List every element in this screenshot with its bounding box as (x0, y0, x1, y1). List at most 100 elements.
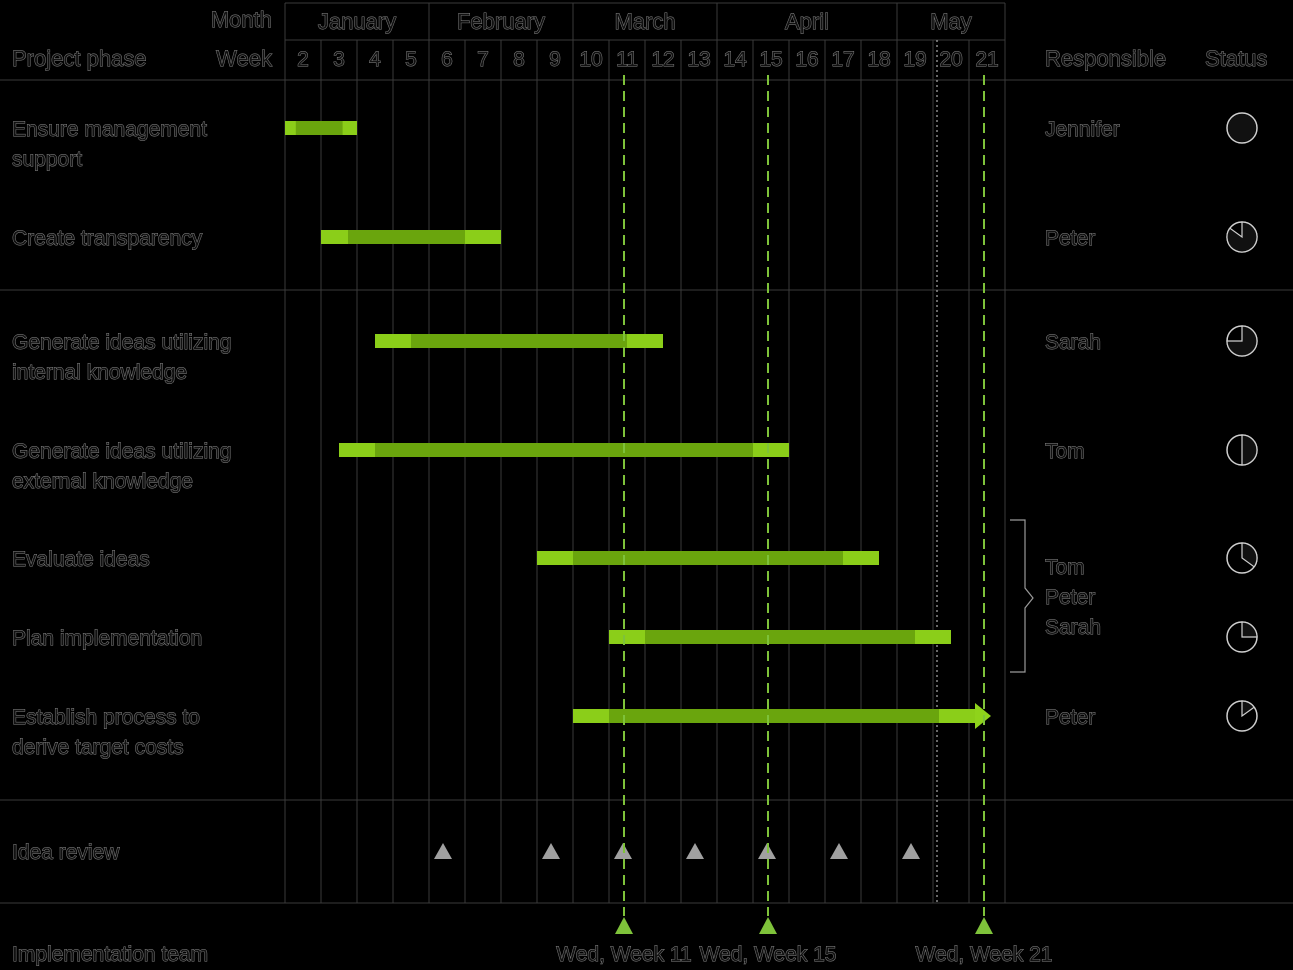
task-label: internal knowledge (12, 361, 187, 384)
week-number-5: 5 (405, 48, 417, 71)
week-number-20: 20 (939, 48, 962, 71)
task-label: Evaluate ideas (12, 548, 150, 571)
status-pie-fill (1241, 700, 1255, 718)
implementation-team-label: Implementation team (12, 943, 208, 966)
week-number-14: 14 (723, 48, 747, 71)
week-label: Week (216, 46, 273, 71)
responsible-name: Sarah (1045, 616, 1101, 639)
responsible-name: Tom (1045, 440, 1085, 463)
task-bar-start (339, 443, 375, 457)
task-row (285, 112, 1258, 144)
task-label: support (12, 148, 82, 171)
task-label: Ensure management (12, 118, 207, 141)
week-number-10: 10 (579, 48, 602, 71)
week-number-4: 4 (369, 48, 381, 71)
grid-lines (0, 2, 1293, 904)
task-bar-start (375, 334, 411, 348)
milestone-label: Wed, Week 21 (916, 943, 1053, 966)
week-number-18: 18 (867, 48, 890, 71)
idea-review-label: Idea review (12, 841, 120, 864)
idea-review-marker (902, 843, 920, 859)
week-number-12: 12 (651, 48, 674, 71)
week-number-19: 19 (903, 48, 926, 71)
month-name-april: April (785, 9, 829, 34)
week-number-8: 8 (513, 48, 525, 71)
milestone-marker (615, 917, 633, 934)
milestone-marker (759, 917, 777, 934)
week-number-17: 17 (831, 48, 854, 71)
task-bar (375, 334, 663, 348)
responsible-name: Sarah (1045, 331, 1101, 354)
week-number-6: 6 (441, 48, 453, 71)
task-row (375, 325, 1258, 357)
task-bar (573, 709, 975, 723)
week-number-16: 16 (795, 48, 818, 71)
week-number-2: 2 (297, 48, 309, 71)
task-bar (609, 630, 951, 644)
week-number-13: 13 (687, 48, 710, 71)
month-name-march: March (614, 9, 675, 34)
task-bar-start (573, 709, 609, 723)
month-name-january: January (318, 9, 396, 34)
task-row (321, 221, 1258, 253)
task-label: Plan implementation (12, 627, 202, 650)
task-bar (339, 443, 789, 457)
responsible-name: Jennifer (1045, 118, 1120, 141)
task-row (573, 700, 1258, 732)
status-pie-fill (1226, 221, 1258, 253)
responsible-name: Peter (1045, 586, 1095, 609)
status-pie-fill (1241, 434, 1258, 466)
responsible-label: Responsible (1045, 46, 1166, 71)
milestone-label: Wed, Week 11 (556, 943, 691, 966)
task-row (537, 542, 1258, 574)
task-bar-end (753, 443, 789, 457)
task-bar-end (939, 709, 975, 723)
idea-review-marker (686, 843, 704, 859)
task-label: Establish process to (12, 706, 200, 729)
week-number-11: 11 (616, 48, 638, 71)
task-label: external knowledge (12, 470, 193, 493)
task-label: Create transparency (12, 227, 203, 250)
week-number-7: 7 (477, 48, 489, 71)
task-bar-start (537, 551, 573, 565)
status-pie (1226, 112, 1258, 144)
milestone-label: Wed, Week 15 (700, 943, 837, 966)
status-pie-fill (1226, 325, 1258, 357)
task-bar-end (627, 334, 663, 348)
task-label: Generate ideas utilizing (12, 440, 231, 463)
week-number-15: 15 (759, 48, 782, 71)
week-number-21: 21 (975, 48, 998, 71)
group-bracket (1010, 519, 1034, 673)
task-bar-start (321, 230, 348, 244)
status-pie-fill (1228, 114, 1256, 142)
task-bar-start (285, 121, 296, 135)
task-bar-end (465, 230, 501, 244)
task-bar-start (609, 630, 645, 644)
month-name-may: May (930, 9, 972, 34)
idea-review-marker (542, 843, 560, 859)
status-label: Status (1205, 46, 1267, 71)
task-bar (537, 551, 879, 565)
task-bar-end (915, 630, 951, 644)
idea-review-marker (434, 843, 452, 859)
idea-review-marker (830, 843, 848, 859)
status-pie-fill (1241, 542, 1258, 568)
month-label: Month (211, 7, 272, 32)
task-row (609, 621, 1258, 653)
milestone-marker (975, 917, 993, 934)
task-bar-end (843, 551, 879, 565)
task-bar (285, 121, 357, 135)
task-label: derive target costs (12, 736, 184, 759)
responsible-name: Tom (1045, 556, 1085, 579)
week-number-3: 3 (333, 48, 345, 71)
week-number-9: 9 (549, 48, 561, 71)
responsible-name: Peter (1045, 227, 1095, 250)
project-phase-label: Project phase (12, 46, 147, 71)
month-name-february: February (457, 9, 545, 34)
responsible-group (1010, 519, 1034, 673)
task-row (339, 434, 1258, 466)
task-bar (321, 230, 501, 244)
status-pie-fill (1241, 621, 1258, 638)
responsible-name: Peter (1045, 706, 1095, 729)
